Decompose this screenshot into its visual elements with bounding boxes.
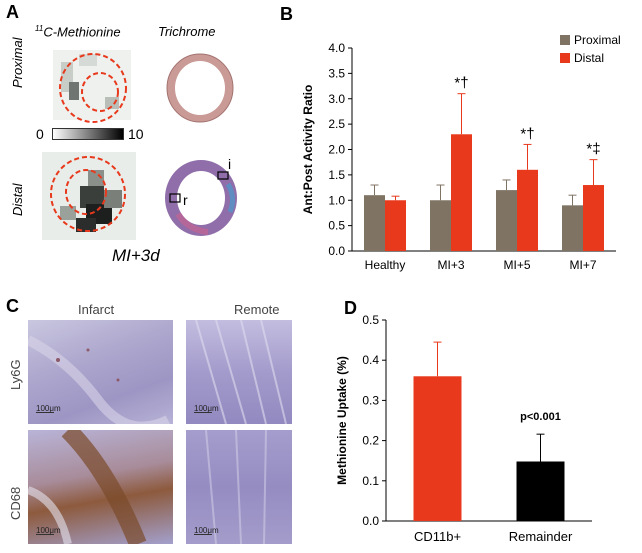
histology-infarct-ly6g-texture xyxy=(28,335,170,424)
chart-b-bar-proximal xyxy=(496,190,517,251)
chart-b-significance-mark: *† xyxy=(520,125,534,142)
chart-b-ytick-label: 4.0 xyxy=(328,41,345,55)
chart-d-ytick-label: 0.3 xyxy=(362,393,379,407)
scale-bar-4 xyxy=(194,534,212,535)
panel-a-caption: MI+3d xyxy=(112,246,160,265)
histology-infarct-cd68 xyxy=(28,430,173,544)
scale-max-label: 10 xyxy=(128,126,144,142)
panel-c-cd68-label: CD68 xyxy=(8,486,23,520)
chart-d-bar-cd11b xyxy=(413,376,462,521)
chart-d-ytick-label: 0.4 xyxy=(362,353,379,367)
chart-b-legend-swatch xyxy=(560,53,570,63)
pet-distal-image xyxy=(40,150,138,242)
chart-d-svg: D 0.0 0.1 0.2 0.3 0.4 0.5 Methionine Uptake (%… xyxy=(335,298,592,544)
panel-a-trichrome-label: Trichrome xyxy=(158,24,216,39)
chart-b-category-label: MI+5 xyxy=(503,258,530,272)
chart-d-category-label: Remainder xyxy=(509,529,573,544)
pet-proximal-image xyxy=(43,42,138,124)
histology-infarct-ly6g xyxy=(28,320,173,424)
chart-b-svg: B 0.0 0.5 1.0 1.5 2.0 2.5 3.0 3.5 4.0 Ant:Post Ac… xyxy=(280,4,621,272)
chart-b-bar-proximal xyxy=(364,195,385,251)
chart-b-category-label: Healthy xyxy=(365,258,406,272)
inset-i-label: i xyxy=(228,156,232,172)
scale-bar-3 xyxy=(36,534,54,535)
chart-b-ytick-label: 1.0 xyxy=(328,193,345,207)
chart-d-ytick-label: 0.0 xyxy=(362,514,379,528)
panel-a-methionine-label: 11C-Methionine xyxy=(35,24,121,39)
chart-b-letter: B xyxy=(280,4,293,24)
chart-d-ytick-label: 0.2 xyxy=(362,434,379,448)
chart-b-bar-distal xyxy=(451,134,472,251)
chart-b-category-label: MI+3 xyxy=(437,258,464,272)
panel-c-remote-label: Remote xyxy=(234,302,280,317)
chart-b-legend-swatch xyxy=(560,35,570,45)
histology-remote-cd68-texture xyxy=(205,430,267,544)
pet-intensity-scale-bar xyxy=(52,128,124,140)
scale-bar-label-3: 100μm xyxy=(36,526,61,535)
chart-b-ytick-label: 2.0 xyxy=(328,143,345,157)
chart-b-plot: 0.0 0.5 1.0 1.5 2.0 2.5 3.0 3.5 4.0 Ant:Post Acti… xyxy=(301,33,621,272)
chart-b-bar-distal xyxy=(517,169,538,251)
chart-b-legend-label: Distal xyxy=(574,51,604,65)
trichrome-proximal-svg xyxy=(166,53,234,123)
scale-bar-label-4: 100μm xyxy=(194,526,219,535)
histology-remote-cd68 xyxy=(186,430,292,544)
chart-d-category-label: CD11b+ xyxy=(414,529,461,544)
chart-b-ytick-label: 3.0 xyxy=(328,92,345,106)
trichrome-distal-image xyxy=(158,154,248,240)
chart-b-bar-proximal xyxy=(430,200,451,251)
histology-infarct-cd68-texture xyxy=(28,430,147,544)
chart-d-bar-remainder xyxy=(516,461,565,521)
pet-distal-svg xyxy=(42,152,136,240)
scale-bar-label-2: 100μm xyxy=(194,404,219,413)
chart-b-bar-proximal xyxy=(562,205,583,251)
scale-bar-label-1: 100μm xyxy=(36,404,61,413)
pet-proximal-svg xyxy=(53,50,131,123)
chart-b-significance-mark: *† xyxy=(454,75,468,92)
chart-d-plot: 0.0 0.1 0.2 0.3 0.4 0.5 Methionine Uptake (%) C… xyxy=(335,313,592,544)
chart-b-ytick-label: 1.5 xyxy=(328,168,345,182)
chart-b-ylabel: Ant:Post Activity Ratio xyxy=(301,85,315,215)
scale-min-label: 0 xyxy=(36,126,44,142)
chart-b-legend-label: Proximal xyxy=(574,33,621,47)
histology-remote-ly6g xyxy=(186,320,292,424)
panel-a-letter: A xyxy=(6,2,19,22)
chart-b-ytick-label: 2.5 xyxy=(328,117,345,131)
inset-r-label: r xyxy=(183,192,188,208)
panel-c-ly6g-label: Ly6G xyxy=(8,359,23,390)
chart-b-ytick-label: 0.0 xyxy=(328,244,345,258)
panel-c-letter: C xyxy=(6,296,19,316)
chart-d-ylabel: Methionine Uptake (%) xyxy=(335,356,349,485)
panel-a-proximal-label: Proximal xyxy=(10,37,25,88)
trichrome-distal-svg xyxy=(165,160,237,236)
histology-remote-ly6g-texture xyxy=(195,320,287,424)
chart-d-letter: D xyxy=(344,298,357,318)
scale-bar-2 xyxy=(194,412,212,413)
scale-bar-1 xyxy=(36,412,54,413)
chart-d-ytick-label: 0.5 xyxy=(362,313,379,327)
chart-b-category-label: MI+7 xyxy=(569,258,596,272)
methionine-label-rest: C-Methionine xyxy=(43,24,121,40)
chart-b-bar-distal xyxy=(385,200,406,251)
chart-d-pvalue: p<0.001 xyxy=(520,411,561,423)
trichrome-proximal-image xyxy=(160,48,240,128)
panel-c-infarct-label: Infarct xyxy=(78,302,115,317)
chart-d-ytick-label: 0.1 xyxy=(362,474,379,488)
panel-a-distal-label: Distal xyxy=(10,183,25,216)
methionine-isotope-sup: 11 xyxy=(35,24,44,33)
chart-b-significance-mark: *‡ xyxy=(586,141,600,158)
chart-b-bar-distal xyxy=(583,185,604,251)
chart-b-ytick-label: 3.5 xyxy=(328,66,345,80)
chart-b-ytick-label: 0.5 xyxy=(328,219,345,233)
